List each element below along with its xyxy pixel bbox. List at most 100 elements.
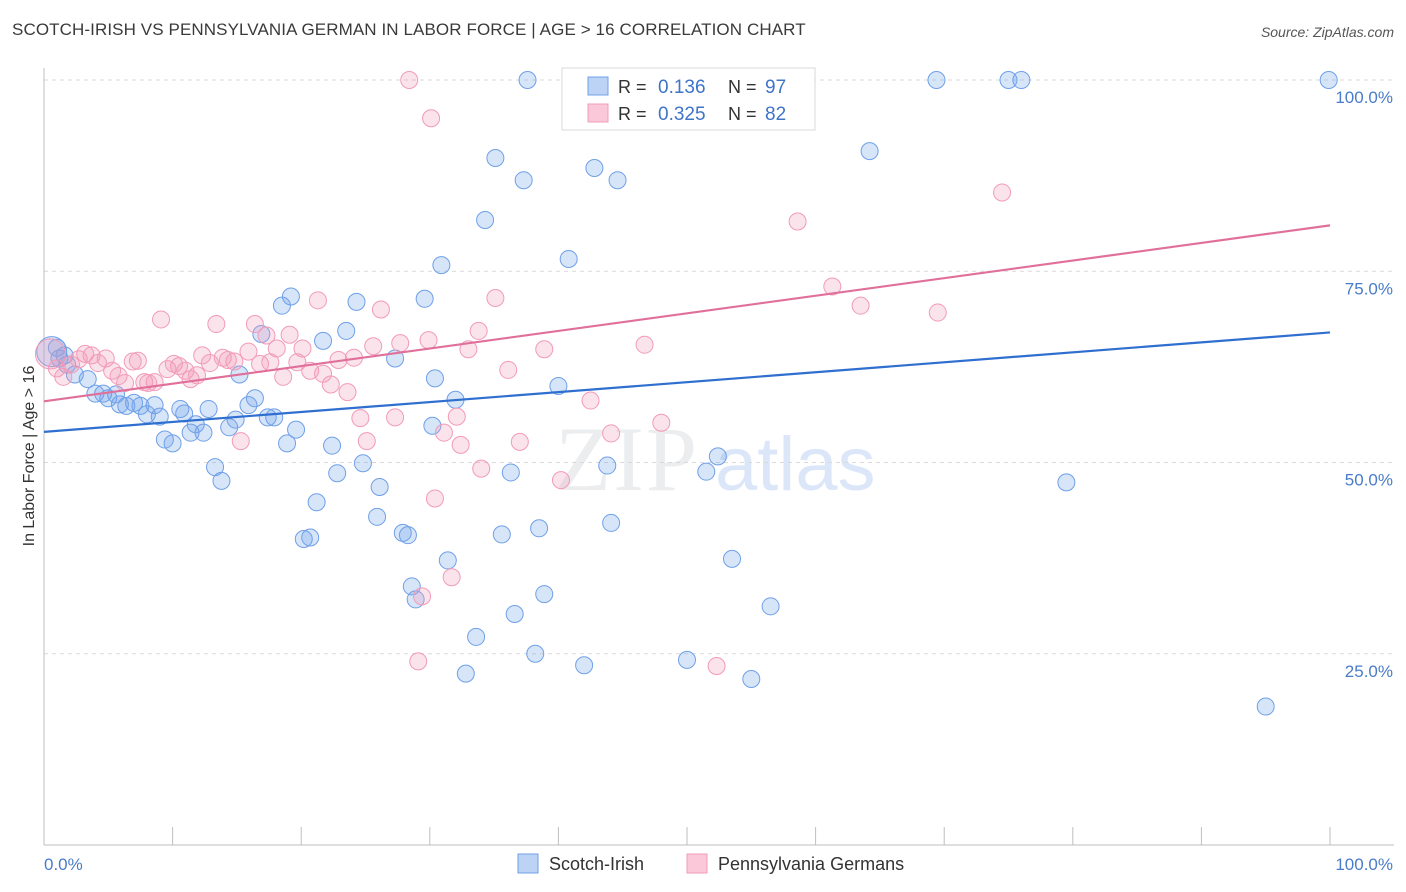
pennsylvania-germans-point xyxy=(293,339,312,358)
scotch-irish-point xyxy=(608,171,627,190)
scotch-irish-point xyxy=(150,407,169,426)
chart-title: SCOTCH-IRISH VS PENNSYLVANIA GERMAN IN L… xyxy=(12,20,806,39)
scotch-irish-point xyxy=(1012,71,1031,89)
x-ticks xyxy=(43,827,1331,845)
scotch-irish-point xyxy=(425,369,444,388)
scotch-irish-point xyxy=(199,399,218,418)
pennsylvania-germans-point xyxy=(425,489,444,508)
scotch-irish-point xyxy=(432,256,451,275)
scotch-irish-point xyxy=(110,395,129,414)
scotch-irish-point xyxy=(226,410,245,429)
scotch-irish-point xyxy=(927,71,946,89)
scotch-irish-point xyxy=(1057,473,1076,492)
legend-swatch-pennsylvania-germans xyxy=(587,103,609,123)
pennsylvania-germans-point xyxy=(308,291,327,310)
pennsylvania-germans-point xyxy=(581,391,600,410)
scotch-irish-point xyxy=(265,408,284,427)
scotch-irish-point xyxy=(559,250,578,269)
scotch-irish-point xyxy=(307,493,326,512)
pennsylvania-germans-point xyxy=(469,321,488,340)
scotch-irish-point xyxy=(212,471,231,490)
pennsylvania-germans-point xyxy=(442,568,461,587)
scotch-irish-point xyxy=(492,525,511,544)
pennsylvania-germans-point xyxy=(652,413,671,432)
scotch-irish-point xyxy=(194,423,213,442)
y-axis-title: In Labor Force | Age > 16 xyxy=(21,366,38,547)
pennsylvania-germans-point xyxy=(145,373,164,392)
scotch-irish-point xyxy=(323,436,342,455)
pennsylvania-germans-point xyxy=(218,350,237,369)
x-tick-label: 100.0% xyxy=(1335,855,1393,874)
scotch-irish-point xyxy=(476,210,495,229)
scotch-irish-point xyxy=(78,370,97,389)
pennsylvania-germans-point xyxy=(231,432,250,451)
legend-r-label-2: R = xyxy=(618,104,647,124)
pennsylvania-germans-point xyxy=(371,300,390,319)
y-tick-label: 25.0% xyxy=(1345,662,1393,681)
scotch-irish-point xyxy=(328,464,347,483)
scotch-irish-point xyxy=(999,71,1018,89)
pennsylvania-germans-point xyxy=(386,408,405,427)
scotch-irish-point xyxy=(337,321,356,340)
legend-n-value-2: 82 xyxy=(765,104,786,125)
pennsylvania-germans-point xyxy=(123,352,142,371)
pennsylvania-germans-point xyxy=(391,334,410,353)
pennsylvania-germans-trend-line xyxy=(43,224,1331,403)
pennsylvania-germans-point xyxy=(602,424,621,443)
scotch-irish-point xyxy=(36,336,68,368)
scotch-irish-point xyxy=(347,292,366,311)
scotch-irish-point xyxy=(272,296,291,315)
pennsylvania-germans-point xyxy=(321,375,340,394)
bottom-legend-swatch-pennsylvania-germans xyxy=(686,853,708,874)
y-tick-labels: 25.0% 50.0% 75.0% 100.0% xyxy=(1335,88,1393,681)
pennsylvania-germans-point xyxy=(422,109,441,128)
y-tick-label: 50.0% xyxy=(1345,471,1393,490)
pennsylvania-germans-point xyxy=(116,373,135,392)
pennsylvania-germans-point xyxy=(245,315,264,334)
scotch-irish-point xyxy=(423,416,442,435)
pennsylvania-germans-points xyxy=(34,71,1012,675)
pennsylvania-germans-point xyxy=(535,340,554,359)
scotch-irish-point xyxy=(456,664,475,683)
pennsylvania-germans-point xyxy=(152,310,171,329)
scotch-irish-points xyxy=(36,71,1338,716)
scotch-irish-point xyxy=(505,604,524,623)
watermark-atlas: atlas xyxy=(715,422,876,507)
scotch-irish-point xyxy=(353,454,372,473)
pennsylvania-germans-point xyxy=(225,352,244,371)
scotch-irish-point xyxy=(438,551,457,570)
scotch-irish-point xyxy=(398,526,417,545)
x-tick-label: 0.0% xyxy=(44,855,83,874)
pennsylvania-germans-point xyxy=(280,325,299,344)
scotch-irish-point xyxy=(287,420,306,439)
scotch-irish-point xyxy=(145,396,164,415)
scotch-irish-point xyxy=(314,331,333,350)
pennsylvania-germans-point xyxy=(34,338,66,370)
scotch-irish-point xyxy=(761,597,780,616)
scotch-irish-point xyxy=(1319,71,1338,89)
source-label: Source: ZipAtlas.com xyxy=(1260,24,1394,40)
scotch-irish-point xyxy=(239,396,258,415)
pennsylvania-germans-point xyxy=(447,407,466,426)
y-tick-label: 100.0% xyxy=(1335,88,1393,107)
bottom-legend-label-scotch-irish: Scotch-Irish xyxy=(549,854,644,874)
scotch-irish-point xyxy=(697,462,716,481)
pennsylvania-germans-point xyxy=(109,367,128,386)
scotch-irish-point xyxy=(501,463,520,482)
legend-r-value-1: 0.136 xyxy=(658,77,706,98)
pennsylvania-germans-point xyxy=(413,587,432,606)
scotch-irish-point xyxy=(708,447,727,466)
pennsylvania-germans-point xyxy=(274,367,293,386)
pennsylvania-germans-point xyxy=(451,435,470,454)
pennsylvania-germans-point xyxy=(823,277,842,296)
watermark-zip: ZIP xyxy=(555,408,699,510)
legend-n-label-2: N = xyxy=(728,104,757,124)
pennsylvania-germans-point xyxy=(176,361,195,380)
scotch-irish-point xyxy=(678,650,696,669)
bottom-legend-swatch-scotch-irish xyxy=(517,853,539,874)
pennsylvania-germans-point xyxy=(267,339,286,358)
pennsylvania-germans-point xyxy=(851,296,870,315)
legend-r-value-2: 0.325 xyxy=(658,104,706,125)
scotch-irish-point xyxy=(742,669,761,688)
scotch-irish-point xyxy=(467,627,486,646)
